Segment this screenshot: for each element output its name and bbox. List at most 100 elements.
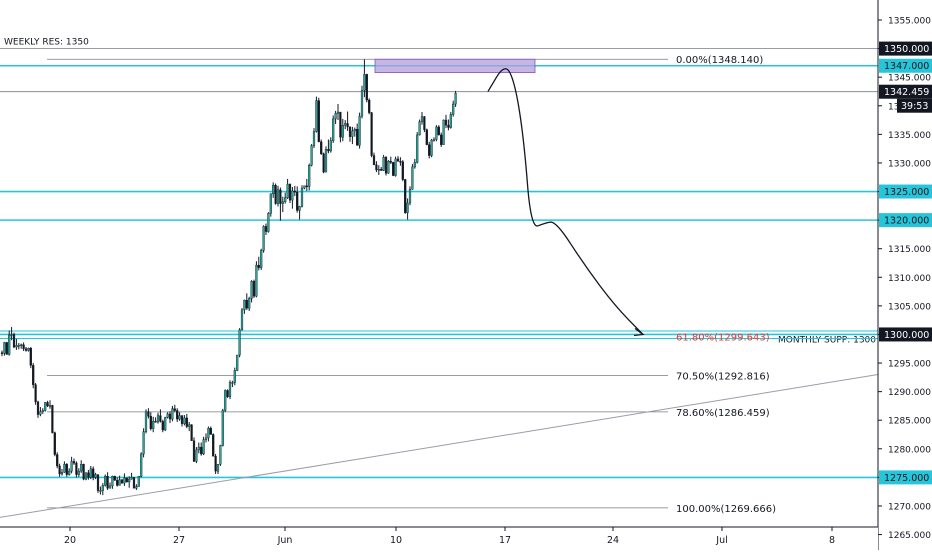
candle-body [358, 115, 361, 146]
price-tick-label: 1305.000 [888, 302, 931, 312]
candle-body [447, 125, 450, 128]
time-tick-label: 17 [499, 535, 511, 546]
candle-body [380, 169, 383, 171]
candle-body [310, 145, 313, 166]
candle-body [228, 382, 232, 397]
candle-body [284, 197, 287, 203]
price-tick-label: 1315.000 [888, 245, 931, 255]
candle-body [406, 202, 409, 213]
candle-body [137, 476, 140, 487]
price-tick-label: 1295.000 [888, 360, 931, 370]
candle-body [106, 476, 109, 489]
candle-body [70, 461, 73, 472]
candle-body [425, 129, 428, 145]
candle-body [264, 226, 268, 232]
fib-level-0-00-label: 0.00%(1348.140) [676, 55, 763, 66]
candle-body [408, 189, 412, 204]
tag-weekly-res: 1350.000 [884, 44, 929, 55]
candle-body [15, 345, 18, 348]
candle-body [84, 472, 88, 480]
candle-body [442, 119, 445, 145]
candle-body [166, 413, 169, 418]
candle-body [392, 162, 395, 176]
price-tick-label: 1330.000 [888, 159, 931, 169]
candle-body [387, 161, 390, 174]
candle-body [276, 189, 280, 204]
candle-body [288, 183, 292, 201]
fib-level-78-60-label: 78.60%(1286.459) [676, 408, 770, 419]
candle-body [286, 183, 289, 199]
candle-body [94, 474, 97, 478]
candle-body [348, 126, 352, 137]
candle-body [353, 129, 356, 132]
candle-body [190, 424, 193, 442]
candle-body [404, 179, 407, 213]
forecast-curve [487, 68, 644, 335]
candle-body [209, 428, 212, 435]
candle-body [154, 421, 157, 423]
candle-body [46, 402, 49, 407]
candle-body [77, 470, 80, 475]
candle-body [216, 464, 220, 472]
candle-body [384, 157, 388, 174]
candle-body [336, 111, 340, 114]
candle-body [24, 348, 28, 351]
candle-body [156, 415, 160, 423]
price-tick-label: 1265.000 [888, 531, 931, 541]
time-scale[interactable]: 20 27 Jun 10 17 24 Jul 8 [0, 526, 878, 550]
candle-body [437, 126, 440, 136]
price-scale[interactable]: 1265.000 1270.000 1275.000 1280.000 1285.000… [877, 0, 932, 550]
candle-body [51, 405, 54, 433]
candle-body [113, 476, 116, 481]
candle-body [200, 446, 203, 455]
candle-body [92, 468, 95, 478]
candle-body [178, 415, 181, 420]
candle-body [214, 456, 217, 472]
candle-body [5, 342, 8, 355]
candle-body [418, 121, 421, 136]
candle-body [183, 417, 186, 424]
price-tick-label: 1335.000 [888, 131, 931, 141]
candle-body [128, 478, 131, 483]
tag-1275: 1275.000 [884, 473, 929, 484]
candle-body [317, 100, 320, 142]
candle-body [243, 299, 246, 311]
candle-body [65, 464, 68, 475]
candles [0, 59, 457, 496]
candle-body [440, 134, 443, 145]
candle-body [3, 342, 6, 354]
fib-level-70-50-label: 70.50%(1292.816) [676, 372, 770, 383]
candle-body [389, 161, 392, 163]
candle-body [22, 344, 25, 349]
candle-body [428, 144, 431, 156]
tag-last-price-bg [879, 84, 932, 99]
candle-body [423, 116, 426, 130]
candle-body [152, 421, 155, 429]
tag-countdown: 39:53 [901, 101, 928, 112]
fibonacci-levels: 0.00%(1348.140) 61.80%(1299.643) 70.50%(12… [47, 55, 776, 515]
candle-body [118, 479, 121, 486]
candle-body [176, 410, 179, 420]
candle-body [72, 461, 76, 464]
candle-body [296, 191, 299, 211]
candle-body [370, 112, 373, 156]
candle-body [207, 428, 210, 439]
price-tags: 1350.000 1347.000 1342.459 39:53 1325.000 132… [879, 41, 932, 485]
price-tick-label: 1270.000 [888, 502, 931, 512]
candle-body [149, 416, 152, 429]
candle-body [140, 453, 143, 477]
candle-body [116, 480, 119, 486]
candle-body [281, 201, 284, 204]
candle-body [123, 477, 126, 484]
candle-body [377, 169, 380, 171]
candle-body [269, 193, 272, 214]
forecast-path [487, 68, 645, 337]
candle-body [279, 189, 282, 204]
candle-body [435, 126, 438, 140]
candle-body [34, 384, 37, 403]
candle-body [29, 347, 32, 366]
candle-body [329, 140, 332, 152]
candle-body [36, 401, 40, 415]
candle-body [356, 129, 359, 146]
candle-body [219, 445, 222, 465]
